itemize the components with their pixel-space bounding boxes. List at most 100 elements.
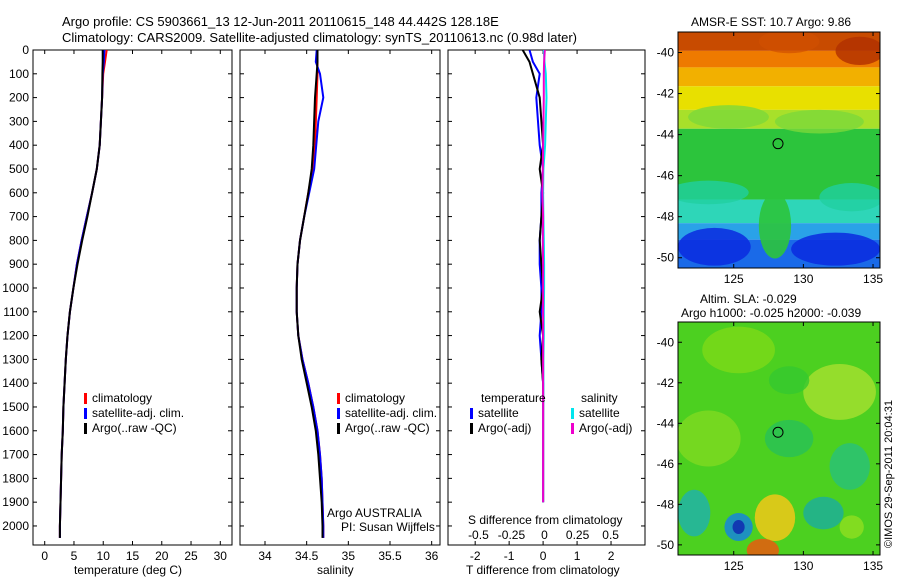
y-tick-label: 1500 [2, 400, 29, 414]
y-tick-label: 1700 [2, 448, 29, 462]
map-frame [677, 31, 881, 269]
y-tick-label: 800 [9, 233, 29, 247]
sla-field [678, 322, 880, 555]
x-tick-label: 35.5 [378, 549, 402, 563]
t-difference-axis-label: T difference from climatology [466, 563, 620, 577]
x-tick-label: 34.5 [295, 549, 319, 563]
imos-credit: ©IMOS 29-Sep-2011 20:04:31 [883, 400, 895, 548]
x-tick-label: 10 [97, 549, 111, 563]
plot-frame [447, 49, 646, 546]
map-y-tick-label: -50 [657, 251, 675, 265]
plot-frame [239, 49, 441, 546]
map-y-tick-label: -46 [657, 457, 675, 471]
x-tick-label: 0 [540, 549, 547, 563]
legend-satellite-adj: satellite-adj. clim. [337, 406, 437, 421]
legend-temp-satellite: satellite [470, 406, 546, 421]
y-tick-label: 1800 [2, 471, 29, 485]
y-tick-label: 900 [9, 257, 29, 271]
legend-argo: Argo(..raw -QC) [84, 421, 184, 436]
series-line [541, 49, 546, 503]
plot-frame [32, 49, 233, 546]
x-tick-label: 25 [184, 549, 198, 563]
y-tick-label: 1400 [2, 376, 29, 390]
y-tick-label: 500 [9, 162, 29, 176]
field-blob [791, 232, 880, 266]
y-tick-label: 200 [9, 91, 29, 105]
field-blob [768, 366, 810, 395]
map-x-tick-label: 135 [863, 559, 883, 573]
series-line [295, 50, 324, 538]
difference-legend-salinity: salinity satellite Argo(-adj) [571, 391, 632, 436]
sla-map-title-1: Altim. SLA: -0.029 [700, 292, 797, 306]
field-blob [774, 109, 864, 134]
map-x-tick-label: 130 [793, 272, 813, 286]
series-line [58, 50, 104, 538]
legend-sal-argo-adj: Argo(-adj) [571, 421, 632, 436]
legend-sal-satellite: satellite [571, 406, 632, 421]
field-blob [754, 494, 796, 542]
field-blob [764, 419, 814, 458]
s-diff-tick-label: 0 [541, 528, 548, 542]
legend-temperature-heading: temperature [481, 391, 546, 405]
field-blob [678, 227, 751, 266]
y-tick-label: 2000 [2, 519, 29, 533]
field-blob [829, 443, 870, 490]
s-diff-tick-label: -0.5 [468, 528, 489, 542]
field-blob [819, 183, 880, 212]
legend-salinity-heading: salinity [581, 391, 618, 405]
y-tick-label: 0 [22, 43, 29, 57]
map-y-tick-label: -40 [657, 46, 675, 60]
pi-label: PI: Susan Wijffels [341, 520, 435, 534]
float-position-marker [772, 426, 784, 438]
x-tick-label: 15 [126, 549, 140, 563]
s-difference-label: S difference from climatology [468, 513, 623, 527]
x-tick-label: 20 [155, 549, 169, 563]
map-y-tick-label: -48 [657, 497, 675, 511]
field-blob [803, 363, 876, 420]
field-band [678, 67, 880, 87]
legend-argo: Argo(..raw -QC) [337, 421, 437, 436]
map-y-tick-label: -48 [657, 210, 675, 224]
x-tick-label: 34 [258, 549, 272, 563]
y-tick-label: 100 [9, 67, 29, 81]
difference-legend-temperature: temperature satellite Argo(-adj) [470, 391, 546, 436]
field-blob [688, 105, 769, 129]
y-tick-label: 1300 [2, 352, 29, 366]
field-blob [803, 496, 844, 530]
y-tick-label: 300 [9, 114, 29, 128]
field-blob [678, 489, 711, 537]
legend-climatology: climatology [84, 391, 184, 406]
field-blob [702, 326, 775, 374]
map-x-tick-label: 125 [724, 559, 744, 573]
field-blob [678, 410, 741, 467]
sst-field [678, 32, 880, 268]
x-tick-label: 36 [425, 549, 439, 563]
sla-map-title-2: Argo h1000: -0.025 h2000: -0.039 [681, 306, 862, 320]
map-frame [677, 321, 881, 556]
map-x-tick-label: 130 [793, 559, 813, 573]
y-tick-label: 1900 [2, 495, 29, 509]
salinity-axis-label: salinity [317, 563, 354, 577]
s-diff-tick-label: -0.25 [498, 528, 526, 542]
map-x-tick-label: 125 [724, 272, 744, 286]
legend-satellite-adj: satellite-adj. clim. [84, 406, 184, 421]
title-line-1: Argo profile: CS 5903661_13 12-Jun-2011 … [62, 14, 499, 29]
y-tick-label: 1100 [3, 305, 29, 319]
x-tick-label: 5 [71, 549, 78, 563]
float-position-marker [772, 138, 784, 150]
x-tick-label: 1 [574, 549, 581, 563]
x-tick-label: 2 [608, 549, 615, 563]
y-tick-label: 400 [9, 138, 29, 152]
field-blob [839, 515, 864, 539]
field-blob [835, 36, 880, 66]
field-blob [758, 192, 792, 259]
map-y-tick-label: -42 [657, 376, 675, 390]
field-band [678, 86, 880, 110]
legend-climatology: climatology [337, 391, 437, 406]
field-blob [732, 520, 745, 535]
map-y-tick-label: -44 [657, 416, 675, 430]
x-tick-label: 30 [214, 549, 228, 563]
map-x-tick-label: 135 [863, 272, 883, 286]
s-diff-tick-label: 0.5 [602, 528, 619, 542]
